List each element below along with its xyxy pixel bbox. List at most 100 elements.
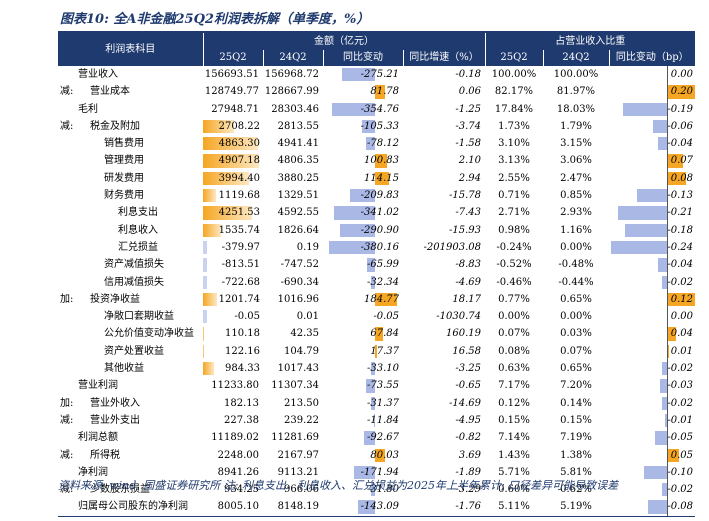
row-name: 其他收益 xyxy=(104,363,144,375)
value-25q2: 8941.26 xyxy=(217,466,259,478)
value-24q2: 966.06 xyxy=(284,484,319,496)
yoy-growth: 18.17 xyxy=(452,293,481,305)
value-25q2: 2248.00 xyxy=(217,449,259,461)
share-25q2: -0.46% xyxy=(496,276,532,288)
value-text: -813.51 xyxy=(221,259,260,271)
bp-cell: 0.00 xyxy=(609,308,695,326)
value-text: 4863.30 xyxy=(218,138,260,150)
row-name: 营业收入 xyxy=(78,69,118,80)
change-value: -32.34 xyxy=(366,276,399,288)
bp-cell: 0.12 xyxy=(609,290,695,309)
row-name: 资产减值损失 xyxy=(104,259,164,271)
change-bar xyxy=(370,362,375,376)
share-25q2: 0.12% xyxy=(498,397,530,409)
change-value: -275.21 xyxy=(360,69,399,80)
share-24q2: 5.19% xyxy=(543,498,609,517)
share-25q2: 0.08% xyxy=(498,345,530,357)
value-25q2: 156693.51 xyxy=(204,69,259,80)
row-name: 利润总额 xyxy=(78,432,118,444)
value-24q2: -690.34 xyxy=(280,276,319,288)
yoy-growth: -0.18 xyxy=(455,69,481,80)
row-label: 营业收入 xyxy=(58,66,203,83)
bp-value: 0.01 xyxy=(670,345,693,357)
change-cell: -105.33 xyxy=(323,118,403,135)
bp-value: 0.05 xyxy=(670,449,693,461)
bp-bar xyxy=(611,240,667,255)
bp-cell: -0.02 xyxy=(609,273,695,291)
bp-value: -0.01 xyxy=(667,414,693,426)
top-rule xyxy=(58,31,695,33)
bp-bar xyxy=(648,500,667,514)
value-24q2: 1329.51 xyxy=(277,190,319,202)
share-24q2: 0.14% xyxy=(560,397,592,409)
value-25q2: -722.68 xyxy=(203,274,263,291)
value-24q2: 1017.43 xyxy=(277,363,319,375)
yoy-growth: -3.29 xyxy=(455,484,481,496)
share-25q2: 0.15% xyxy=(498,414,530,426)
table-row: 净敞口套期收益 -0.05 0.01 -0.05 -1030.74 0.00% 0.00% 0… xyxy=(58,308,695,326)
row-name: 净敞口套期收益 xyxy=(104,311,174,323)
share-25q2: 0.71% xyxy=(498,190,530,202)
share-25q2: 5.71% xyxy=(498,466,530,478)
change-value: 184.77 xyxy=(364,293,399,305)
row-name: 营业外收入 xyxy=(90,397,140,409)
bp-value: -0.24 xyxy=(667,241,693,253)
bp-axis xyxy=(667,290,668,309)
share-24q2: 0.65% xyxy=(560,293,592,305)
value-24q2: 104.79 xyxy=(284,345,319,357)
value-24q2: 4941.41 xyxy=(277,138,319,150)
bp-cell: 0.20 xyxy=(609,83,695,101)
table-row: 研发费用 3994.40 3880.25 114.15 2.94 2.55% 2.47% 0.… xyxy=(58,169,695,188)
value-databar xyxy=(203,171,249,186)
value-24q2: 3880.25 xyxy=(277,172,319,184)
change-bar xyxy=(333,206,375,220)
header-col-25q2: 25Q2 xyxy=(202,50,263,66)
yoy-growth: -1.89 xyxy=(455,466,481,478)
bp-axis xyxy=(667,498,668,516)
yoy-growth: -7.43 xyxy=(455,207,481,219)
bp-bar xyxy=(662,483,667,497)
change-cell: 81.78 xyxy=(323,83,403,100)
change-value: -380.16 xyxy=(360,241,399,253)
bp-cell: -0.19 xyxy=(609,100,695,118)
share-25q2: 1.73% xyxy=(498,120,530,132)
yoy-growth: -1.25 xyxy=(455,103,481,115)
row-name: 管理费用 xyxy=(104,155,144,167)
row-label: 减: 营业外支出 xyxy=(58,412,203,429)
bp-axis xyxy=(667,360,668,378)
share-25q2: 2.71% xyxy=(498,207,530,219)
value-24q2: 1016.96 xyxy=(277,293,319,305)
share-25q2: 0.60% xyxy=(498,484,530,496)
row-label: 减: 所得税 xyxy=(58,447,203,464)
share-24q2: -0.44% xyxy=(558,276,594,288)
bp-axis xyxy=(667,169,668,188)
change-bar xyxy=(357,500,375,514)
row-name: 投资净收益 xyxy=(90,293,140,305)
table-row: 归属母公司股东的净利润 8005.10 8148.19 -143.09 -1.76 5.1… xyxy=(58,498,695,517)
yoy-growth: -1.76 xyxy=(403,498,485,517)
bp-bar xyxy=(660,379,667,393)
bp-axis xyxy=(667,429,668,447)
bp-value: -0.02 xyxy=(667,397,693,409)
bp-axis xyxy=(667,325,668,343)
value-text: 2708.22 xyxy=(218,120,260,132)
table-row: 销售费用 4863.30 4941.41 -78.12 -1.58 3.10% 3.15% -… xyxy=(58,135,695,153)
table-row: 营业利润 11233.80 11307.34 -73.55 -0.65 7.17% 7.20… xyxy=(58,377,695,395)
change-value: -341.02 xyxy=(360,207,399,219)
row-label: 净敞口套期收益 xyxy=(58,308,203,325)
bp-cell: -0.08 xyxy=(609,498,695,517)
change-cell: -78.12 xyxy=(323,135,403,152)
value-databar xyxy=(203,240,207,255)
change-cell: -32.34 xyxy=(323,274,403,291)
change-bar xyxy=(349,189,375,203)
change-value: -105.33 xyxy=(360,120,399,132)
row-prefix: 减: xyxy=(60,449,74,461)
share-25q2: 0.63% xyxy=(498,363,530,375)
value-text: 4251.53 xyxy=(218,207,260,219)
change-value: -73.55 xyxy=(366,380,399,392)
share-24q2: 2.47% xyxy=(560,172,592,184)
source-note: 资料来源: wind, 国盛证券研究所 注: 利息支出、利息收入、汇兑损益为20… xyxy=(58,479,619,492)
share-25q2: 0.98% xyxy=(498,224,530,236)
change-bar xyxy=(375,344,378,359)
bp-axis xyxy=(667,342,668,361)
